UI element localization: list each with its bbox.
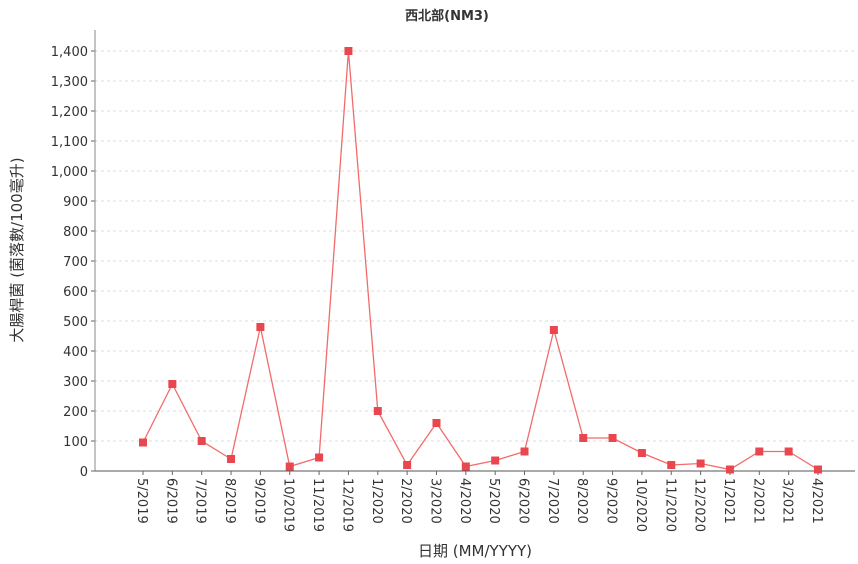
x-tick-label: 3/2021 xyxy=(780,478,795,524)
y-tick-label: 0 xyxy=(80,465,88,480)
point xyxy=(491,456,500,465)
chart-title: 西北部(NM3) xyxy=(405,8,489,24)
y-tick-label: 1,300 xyxy=(51,75,88,90)
line xyxy=(142,50,819,471)
point xyxy=(784,447,793,456)
point xyxy=(814,465,822,474)
x-tick-label: 12/2020 xyxy=(692,478,707,532)
x-tick-label: 5/2020 xyxy=(486,478,501,524)
point xyxy=(227,455,236,463)
x-axis-label: 日期 (MM/YYYY) xyxy=(418,542,532,560)
point xyxy=(344,47,353,55)
y-tick-label: 1,400 xyxy=(51,45,88,60)
x-tick-label: 7/2019 xyxy=(193,478,208,524)
point xyxy=(139,438,147,447)
x-tick-label: 1/2020 xyxy=(369,478,384,524)
x-tick-label: 1/2021 xyxy=(721,478,736,524)
point xyxy=(608,434,617,442)
point xyxy=(403,461,412,469)
x-tick-label: 9/2020 xyxy=(604,478,619,524)
x-tick-label: 7/2020 xyxy=(545,478,560,524)
x-tick-label: 10/2020 xyxy=(633,478,648,532)
point xyxy=(579,434,588,442)
y-tick-label: 100 xyxy=(63,435,88,450)
point xyxy=(432,419,441,427)
x-tick-label: 9/2019 xyxy=(251,478,266,524)
y-tick-label: 800 xyxy=(63,225,88,240)
y-tick-label: 500 xyxy=(63,315,88,330)
point xyxy=(667,461,676,469)
x-tick-label: 4/2020 xyxy=(457,478,472,524)
point xyxy=(755,447,764,456)
y-tick-label: 200 xyxy=(63,405,88,420)
y-tick-label: 1,200 xyxy=(51,105,88,120)
x-tick-label: 5/2019 xyxy=(134,478,149,524)
y-tick-label: 300 xyxy=(63,375,88,390)
x-tick-label: 12/2019 xyxy=(339,478,354,532)
y-tick-label: 900 xyxy=(63,195,88,210)
x-tick-label: 4/2021 xyxy=(809,478,824,524)
x-tick-label: 11/2020 xyxy=(662,478,677,532)
y-axis-label: 大腸桿菌 (菌落數/100毫升) xyxy=(8,157,26,342)
point xyxy=(637,449,646,457)
y-tick-label: 400 xyxy=(63,345,88,360)
y-tick-label: 600 xyxy=(63,285,88,300)
x-tick-label: 8/2019 xyxy=(222,478,237,524)
x-tick-label: 10/2019 xyxy=(281,478,296,532)
x-tick-label: 2/2021 xyxy=(750,478,765,524)
x-tick-label: 2/2020 xyxy=(398,478,413,524)
point xyxy=(256,323,265,331)
point xyxy=(168,380,177,388)
point xyxy=(461,462,470,471)
y-tick-label: 700 xyxy=(63,255,88,270)
y-tick-label: 1,000 xyxy=(51,165,88,180)
x-tick-label: 6/2020 xyxy=(516,478,531,524)
point xyxy=(197,437,206,445)
x-tick-label: 8/2020 xyxy=(574,478,589,524)
point xyxy=(285,462,294,471)
point xyxy=(315,453,324,462)
point xyxy=(549,326,558,334)
x-tick-label: 3/2020 xyxy=(427,478,442,524)
point xyxy=(520,447,529,456)
point xyxy=(373,407,382,415)
point xyxy=(696,459,705,468)
x-tick-label: 11/2019 xyxy=(310,478,325,532)
x-tick-label: 6/2019 xyxy=(163,478,178,524)
plot-area xyxy=(95,30,855,471)
y-tick-label: 1,100 xyxy=(51,135,88,150)
point xyxy=(725,465,734,474)
